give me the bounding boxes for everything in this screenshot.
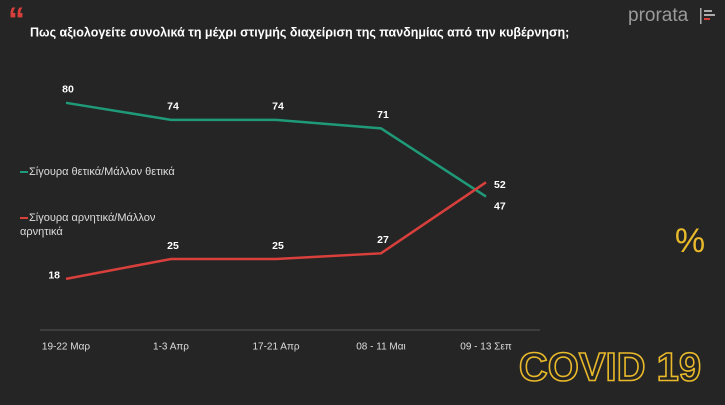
data-label: 47 [494,200,506,212]
legend-swatch [20,171,28,174]
data-label: 71 [377,109,389,121]
x-tick-label: 09 - 13 Σεπ [460,342,512,353]
data-label: 18 [48,270,60,282]
x-tick-label: 08 - 11 Μαι [356,342,406,353]
data-label: 74 [167,101,179,113]
data-label: 27 [377,234,389,246]
data-label: 25 [167,240,179,252]
data-label: 52 [494,179,506,191]
x-tick-label: 19-22 Μαρ [42,342,90,353]
brand-mark [700,8,715,24]
legend-label: Σίγουρα θετικά/Μάλλον θετικά [29,166,175,178]
series-line [65,101,487,198]
legend-swatch [20,217,28,220]
data-label: 25 [272,240,284,252]
data-label: 74 [272,101,284,113]
covid-badge: COVID 19 [519,346,701,390]
data-label: 80 [62,84,74,96]
legend-item: Σίγουρα θετικά/Μάλλον θετικά [20,165,190,179]
percent-symbol: % [675,222,705,260]
chart-title: Πως αξιολογείτε συνολικά τη μέχρι στιγμή… [30,25,569,39]
legend-label: Σίγουρα αρνητικά/Μάλλον αρνητικά [20,212,156,238]
x-tick-label: 17-21 Απρ [252,342,299,353]
x-tick-label: 1-3 Απρ [153,342,189,353]
series-line [65,181,487,281]
brand-logo: prorata [628,5,689,26]
legend-item: Σίγουρα αρνητικά/Μάλλον αρνητικά [20,211,180,239]
quote-icon: “ [8,1,25,39]
